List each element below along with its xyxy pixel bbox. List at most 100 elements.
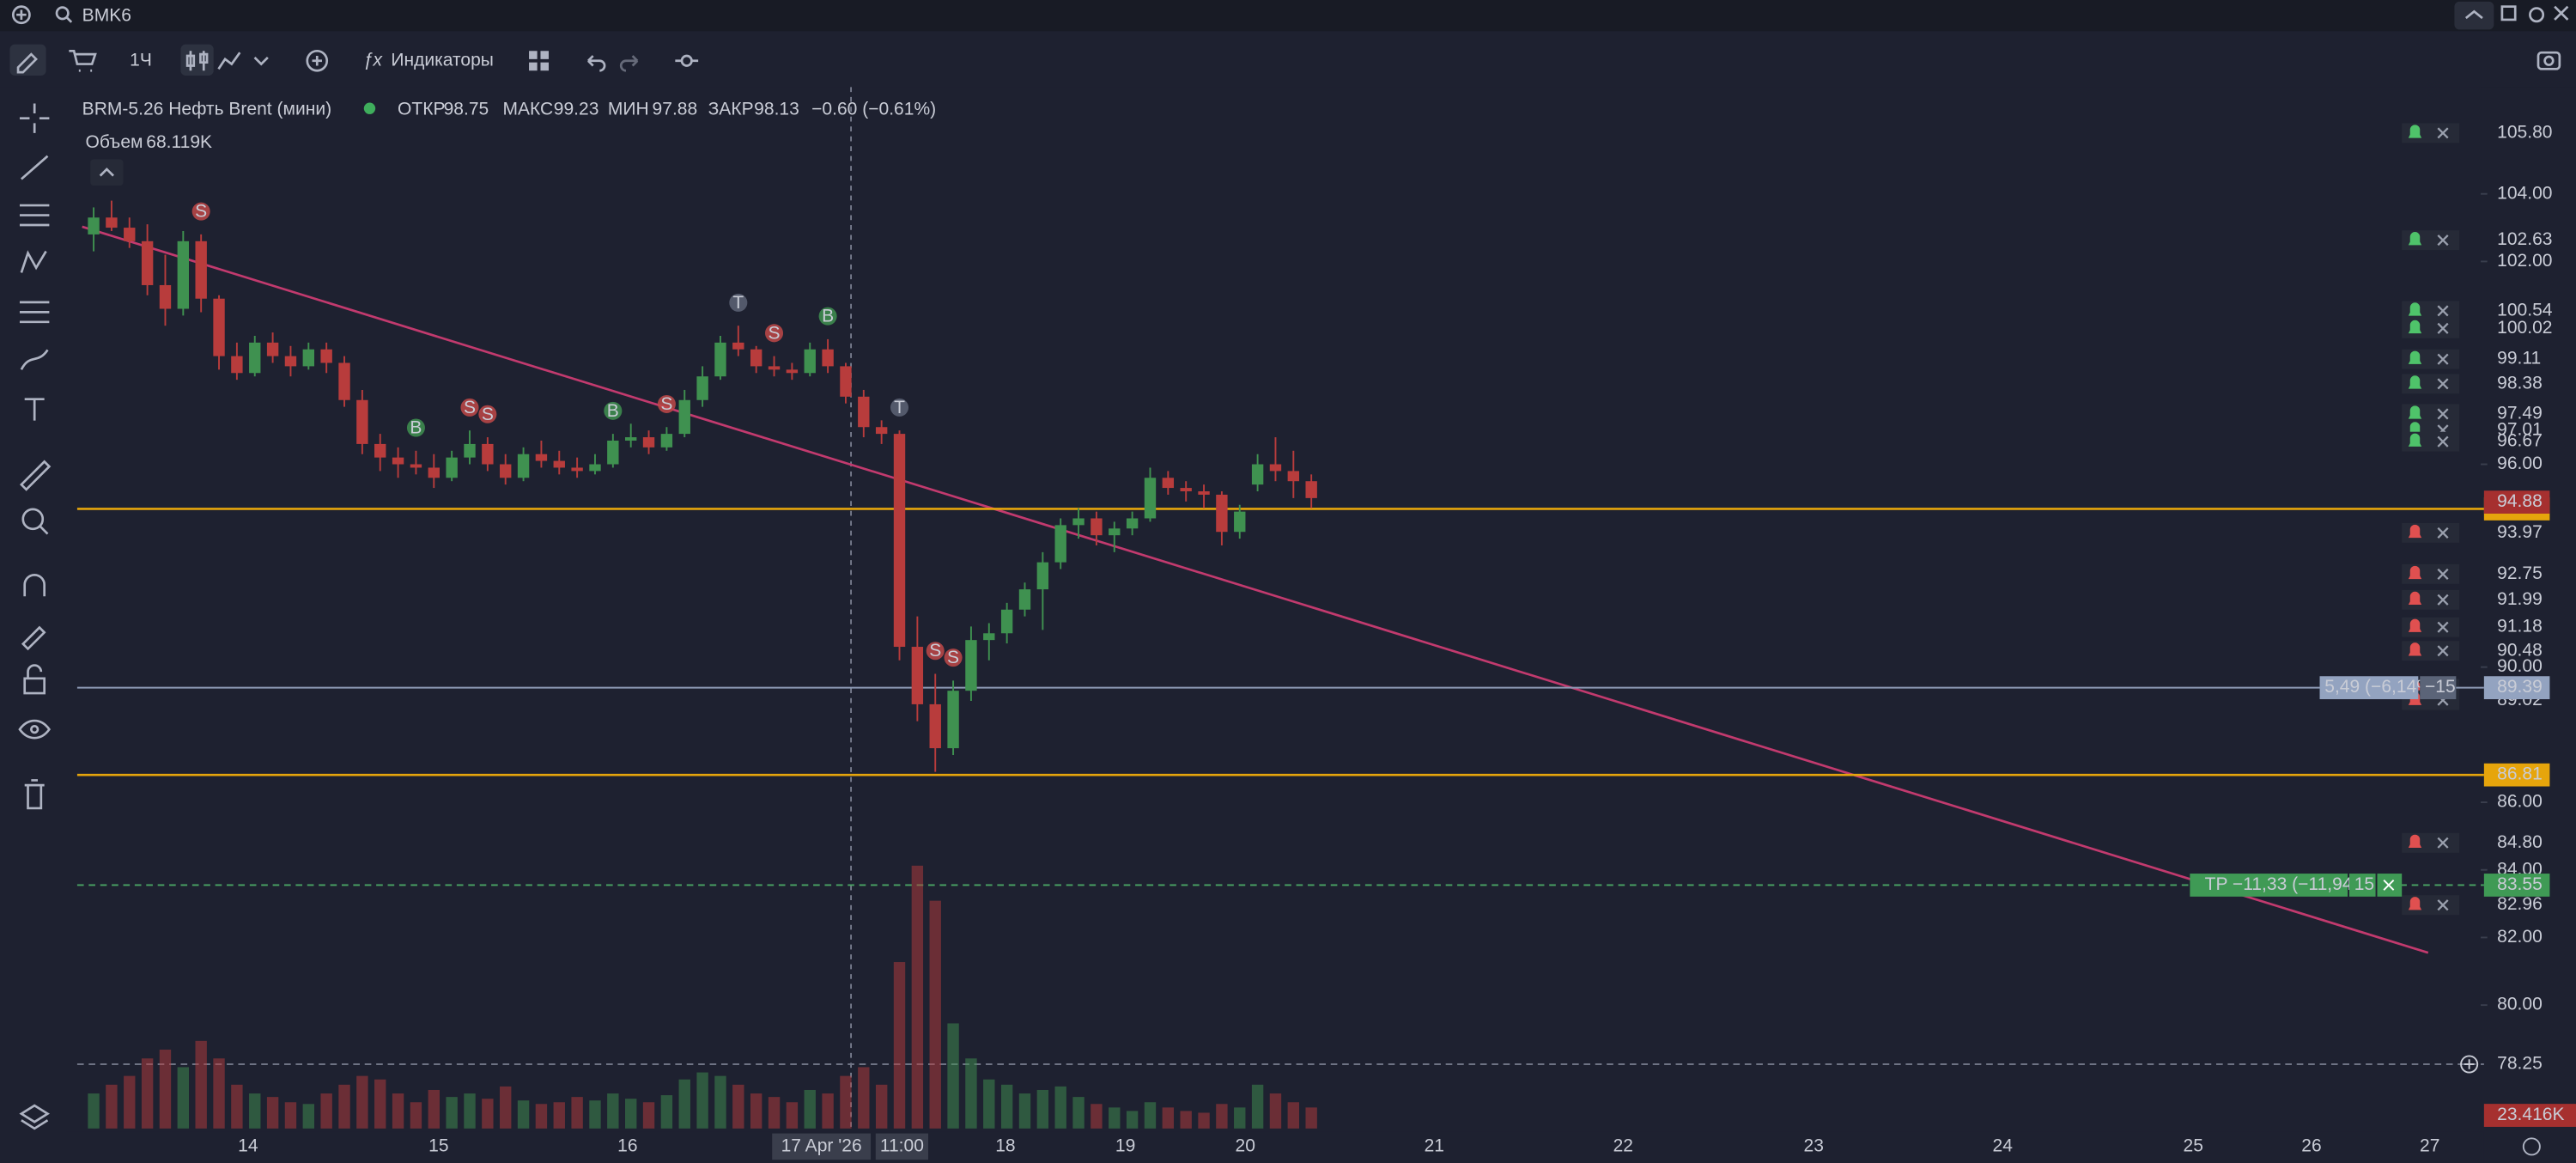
window-controls[interactable]: [2454, 1, 2569, 30]
undo-icon[interactable]: [587, 55, 606, 72]
window-controls-part[interactable]: [2464, 9, 2483, 20]
alert-remove[interactable]: [2437, 621, 2449, 633]
add-order-icon[interactable]: [2460, 1055, 2479, 1074]
tool-panel-part[interactable]: [23, 677, 46, 695]
tool-panel-part[interactable]: [19, 301, 50, 324]
layout-icon-part[interactable]: [540, 62, 550, 71]
candle-body: [124, 228, 136, 241]
tool-panel-part[interactable]: [24, 779, 45, 810]
add-order-plus[interactable]: [2464, 1059, 2475, 1069]
search-icon-part[interactable]: [55, 6, 70, 21]
tool-panel-part[interactable]: [19, 1104, 51, 1130]
alert-remove[interactable]: [2437, 899, 2449, 911]
alert-bell-down[interactable]: [2408, 591, 2422, 606]
window-controls-part[interactable]: [2500, 5, 2517, 21]
dropdown-icon[interactable]: [253, 56, 269, 66]
symbol[interactable]: BMK6: [82, 6, 131, 26]
alert-bell-down[interactable]: [2408, 618, 2422, 632]
redo-icon[interactable]: [619, 55, 639, 72]
x-tick-label: 18: [995, 1136, 1015, 1155]
alert-bell-up[interactable]: [2408, 125, 2422, 138]
tool-panel-part[interactable]: [24, 398, 45, 421]
alert-remove[interactable]: [2437, 837, 2449, 849]
candle-icon[interactable]: [185, 51, 209, 71]
alert-bell-down[interactable]: [2408, 642, 2422, 656]
window-controls-part[interactable]: [2454, 1, 2494, 30]
add-indicator-icon-part[interactable]: [312, 56, 322, 66]
pencil-icon[interactable]: [16, 52, 38, 74]
tool-panel-part[interactable]: [19, 204, 50, 227]
add-indicator-icon[interactable]: [306, 49, 329, 72]
tool-panel-part[interactable]: [27, 664, 43, 679]
alert-bell-up[interactable]: [2408, 350, 2422, 364]
alert-bell-down[interactable]: [2408, 834, 2422, 848]
tool-panel-part[interactable]: [19, 460, 52, 491]
alert-remove[interactable]: [2437, 435, 2449, 448]
alert-bell-up[interactable]: [2408, 302, 2422, 316]
chart-type-button[interactable]: [180, 44, 214, 76]
tool-panel[interactable]: [18, 103, 52, 1130]
draw-button[interactable]: [9, 44, 46, 76]
line-chart-icon[interactable]: [217, 52, 241, 70]
alert-bell-up[interactable]: [2408, 320, 2422, 334]
indicators-button[interactable]: Индикаторы: [391, 50, 494, 70]
crosshair-toggle[interactable]: [675, 54, 699, 67]
layout-icon-part[interactable]: [540, 51, 550, 59]
collapse-icon[interactable]: [99, 167, 114, 177]
alert-remove[interactable]: [2437, 594, 2449, 606]
take-profit-box[interactable]: [2190, 874, 2348, 897]
alert-bell-up[interactable]: [2408, 232, 2422, 246]
tool-panel-part[interactable]: [20, 155, 49, 180]
screenshot-icon-part[interactable]: [2543, 55, 2555, 66]
window-controls-part[interactable]: [2554, 5, 2569, 21]
add-tab-icon-part[interactable]: [16, 9, 27, 20]
alert-bell-up[interactable]: [2408, 405, 2422, 419]
screenshot-icon-part[interactable]: [2537, 51, 2561, 70]
take-profit-tag: [2483, 874, 2550, 897]
layout-icon-part[interactable]: [529, 51, 538, 59]
alert-remove[interactable]: [2437, 234, 2449, 247]
alert-bell-down[interactable]: [2408, 565, 2422, 580]
tool-panel-part[interactable]: [20, 250, 47, 273]
alert-bell-down[interactable]: [2408, 897, 2422, 910]
tool-panel-part[interactable]: [23, 574, 46, 597]
tool-panel-part[interactable]: [18, 719, 52, 740]
layout-icon-part[interactable]: [529, 62, 538, 71]
close-value: 98.13: [754, 100, 799, 119]
cart-icon[interactable]: [69, 49, 97, 72]
alert-remove[interactable]: [2437, 568, 2449, 580]
layout-icon[interactable]: [529, 51, 550, 71]
alert-remove[interactable]: [2437, 127, 2449, 139]
alert-remove[interactable]: [2437, 645, 2449, 657]
tool-panel-part[interactable]: [20, 349, 49, 370]
search-icon-part[interactable]: [65, 16, 73, 23]
take-profit-close-icon[interactable]: [2383, 880, 2395, 891]
screenshot-icon[interactable]: [2537, 51, 2561, 70]
open-value: 98.75: [444, 100, 489, 119]
alert-bell-down[interactable]: [2408, 524, 2422, 539]
alert-bell-up[interactable]: [2408, 433, 2422, 447]
tool-panel-part[interactable]: [19, 103, 50, 133]
tool-panel-part[interactable]: [21, 625, 46, 651]
fx-icon[interactable]: ƒx: [363, 50, 384, 70]
alert-bell-up[interactable]: [2408, 375, 2422, 389]
add-tab-icon[interactable]: [11, 5, 31, 25]
alert-remove[interactable]: [2437, 527, 2449, 539]
alert-remove[interactable]: [2437, 408, 2449, 420]
tool-panel-part[interactable]: [38, 525, 49, 535]
add-tab-icon-part[interactable]: [11, 5, 31, 25]
tool-panel-part[interactable]: [30, 724, 39, 734]
collapse-button[interactable]: [90, 159, 124, 186]
alert-remove[interactable]: [2437, 322, 2449, 334]
volume-bar: [500, 1086, 512, 1129]
trend-line[interactable]: [82, 225, 2429, 954]
alert-remove[interactable]: [2437, 378, 2449, 390]
interval[interactable]: 1Ч: [130, 50, 152, 70]
add-indicator-icon-part[interactable]: [306, 49, 329, 72]
window-controls-part[interactable]: [2529, 7, 2545, 23]
settings-icon[interactable]: [2522, 1137, 2541, 1156]
alert-remove[interactable]: [2437, 353, 2449, 365]
search-icon[interactable]: [55, 6, 73, 23]
alert-remove[interactable]: [2437, 305, 2449, 317]
tool-panel-part[interactable]: [21, 508, 45, 531]
